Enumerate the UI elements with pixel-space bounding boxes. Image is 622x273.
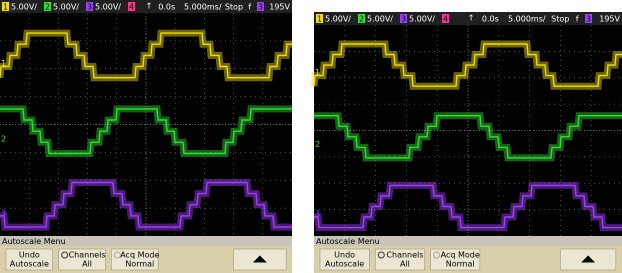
time-scale: 5.000ms/	[184, 3, 222, 12]
softkey-label[interactable]: All	[82, 260, 92, 269]
softkey-label[interactable]: Normal	[446, 260, 475, 269]
time-offset: 0.0s	[482, 15, 499, 24]
channel-number: 3	[87, 3, 92, 12]
softkey-label[interactable]: Autoscale	[325, 260, 364, 269]
run-state: Stop	[225, 3, 243, 12]
trigger-channel: 3	[586, 15, 591, 24]
channel-scale: 5.00V/	[367, 15, 393, 24]
softkey-label[interactable]: Channels	[69, 251, 106, 260]
channel-scale: 5.00V/	[325, 15, 351, 24]
channel-scale: 5.00V/	[95, 3, 121, 12]
time-offset: 0.0s	[158, 3, 175, 12]
channel-ground-marker: 2	[1, 135, 6, 144]
channel-ground-marker: 1	[1, 59, 6, 68]
channel-number: 2	[359, 15, 364, 24]
softkey-label[interactable]: Undo	[334, 251, 355, 260]
page: 15.00V/25.00V/35.00V/4↑0.0s5.000ms/Stopf…	[0, 0, 622, 273]
trigger-slope: f	[576, 15, 579, 24]
channel-number: 2	[45, 3, 50, 12]
channel-scale: 5.00V/	[409, 15, 435, 24]
channel-ground-marker: 1	[315, 68, 320, 77]
run-state: Stop	[551, 15, 569, 24]
channel-number: 4	[443, 15, 448, 24]
channel-number: 3	[401, 15, 406, 24]
trigger-channel: 3	[258, 3, 263, 12]
time-scale: 5.000ms/	[508, 15, 546, 24]
softkey-label[interactable]: All	[400, 260, 410, 269]
up-arrow-softkey[interactable]	[234, 249, 287, 270]
menu-title: Autoscale Menu	[2, 237, 66, 246]
channel-ground-marker: 3	[315, 210, 320, 219]
channel-scale: 5.00V/	[11, 3, 37, 12]
softkey-label[interactable]: Autoscale	[10, 260, 49, 269]
softkey-label[interactable]: Undo	[19, 251, 40, 260]
softkey-label[interactable]: Acq Mode	[441, 251, 480, 260]
channel-ground-marker: 2	[315, 140, 320, 149]
trigger-marker: ↑	[146, 2, 153, 11]
trigger-marker: ↑	[468, 14, 475, 23]
softkey-label[interactable]: Channels	[386, 251, 423, 260]
channel-number: 1	[3, 3, 8, 12]
menu-title: Autoscale Menu	[316, 237, 380, 246]
channel-number: 1	[317, 15, 322, 24]
softkey-label[interactable]: Normal	[125, 260, 154, 269]
trigger-slope: f	[248, 3, 251, 12]
trigger-level: 195V	[599, 15, 620, 24]
softkey-label[interactable]: Acq Mode	[120, 251, 159, 260]
up-arrow-softkey[interactable]	[560, 249, 615, 270]
channel-scale: 5.00V/	[53, 3, 79, 12]
trigger-level: 195V	[269, 3, 290, 12]
channel-number: 4	[129, 3, 134, 12]
channel-ground-marker: 3	[1, 208, 6, 217]
